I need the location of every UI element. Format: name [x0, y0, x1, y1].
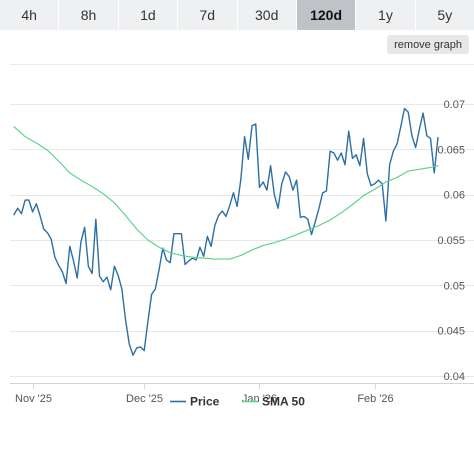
y-tick-label: 0.05: [444, 280, 465, 292]
y-tick-label: 0.055: [437, 235, 465, 247]
legend-item-sma: SMA 50: [242, 395, 305, 409]
remove-graph-button[interactable]: remove graph: [387, 35, 469, 54]
tab-120d[interactable]: 120d: [296, 0, 356, 30]
tab-8h[interactable]: 8h: [59, 0, 118, 30]
x-tick-label: Dec '25: [126, 393, 163, 405]
y-tick-label: 0.07: [444, 99, 465, 111]
legend-label: SMA 50: [262, 395, 305, 409]
tab-30d[interactable]: 30d: [237, 0, 296, 30]
y-tick-label: 0.06: [444, 190, 465, 202]
y-tick-label: 0.045: [437, 326, 465, 338]
grid-lines: [10, 64, 474, 377]
tab-7d[interactable]: 7d: [178, 0, 237, 30]
legend-item-price: Price: [170, 395, 220, 409]
tab-1d[interactable]: 1d: [118, 0, 178, 30]
sma-series-line: [13, 126, 439, 260]
chart-legend: Price SMA 50: [170, 395, 305, 409]
y-tick-label: 0.065: [437, 144, 465, 156]
x-tick-label: Feb '26: [357, 393, 393, 405]
x-tick-label: Nov '25: [15, 393, 52, 405]
price-series-line: [13, 107, 439, 356]
tab-4h[interactable]: 4h: [0, 0, 59, 30]
tab-1y[interactable]: 1y: [356, 0, 415, 30]
tab-5y[interactable]: 5y: [415, 0, 474, 30]
time-range-tabs: 4h 8h 1d 7d 30d 120d 1y 5y: [0, 0, 474, 30]
legend-label: Price: [190, 395, 220, 409]
y-tick-label: 0.04: [444, 371, 465, 383]
